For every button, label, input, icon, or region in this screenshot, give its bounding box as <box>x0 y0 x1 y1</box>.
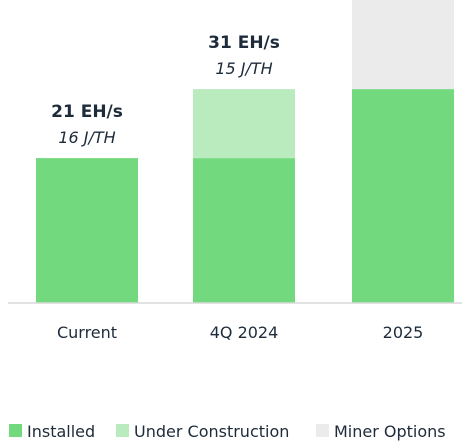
legend-item-under-construction: Under Construction <box>116 422 289 441</box>
legend-label: Miner Options <box>334 422 446 441</box>
bar-total-label: 31 EH/s <box>208 33 280 53</box>
legend-label: Installed <box>27 422 95 441</box>
legend-label: Under Construction <box>134 422 289 441</box>
legend-item-installed: Installed <box>9 422 95 441</box>
bar-under-construction-2 <box>193 89 295 159</box>
x-tick-label: 2025 <box>383 323 424 342</box>
bar-installed-1 <box>36 158 138 303</box>
legend-item-miner-options: Miner Options <box>316 422 446 441</box>
bar-miner-options-3 <box>352 0 454 90</box>
legend-swatch <box>316 424 329 437</box>
bar-installed-2 <box>193 158 295 303</box>
bar-efficiency-label: 15 J/TH <box>215 59 272 78</box>
bar-total-label: 21 EH/s <box>51 102 123 122</box>
bar-efficiency-label: 16 J/TH <box>58 128 115 147</box>
bars-layer <box>36 0 454 303</box>
x-tick-label: 4Q 2024 <box>210 323 279 342</box>
bar-installed-3 <box>352 89 454 303</box>
legend: Installed Under Construction Miner Options <box>9 422 446 441</box>
x-tick-labels: Current 4Q 2024 2025 <box>57 323 423 342</box>
legend-swatch <box>9 424 22 437</box>
legend-swatch <box>116 424 129 437</box>
x-tick-label: Current <box>57 323 117 342</box>
